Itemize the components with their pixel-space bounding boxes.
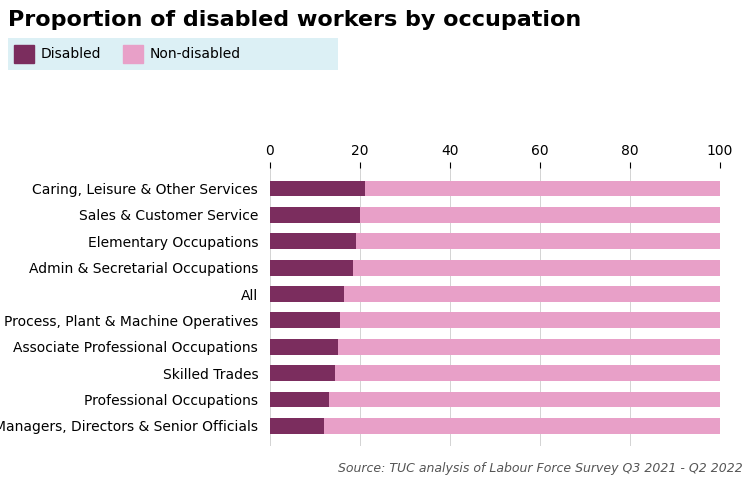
Bar [270,207,360,223]
Bar [335,365,720,381]
Bar [270,260,353,276]
Bar [344,286,720,302]
Bar [338,339,720,355]
Bar [340,312,720,328]
Bar [14,45,34,63]
Bar [328,392,720,408]
Bar [123,45,142,63]
Bar [270,233,356,249]
Bar [360,207,720,223]
Text: Proportion of disabled workers by occupation: Proportion of disabled workers by occupa… [8,10,580,30]
Bar [270,312,340,328]
Text: Disabled: Disabled [40,47,101,61]
Bar [270,392,328,408]
Bar [270,365,335,381]
Bar [364,180,720,196]
Text: Source: TUC analysis of Labour Force Survey Q3 2021 - Q2 2022: Source: TUC analysis of Labour Force Sur… [338,462,742,475]
Bar [270,339,338,355]
Bar [270,418,324,434]
Bar [270,180,364,196]
Bar [324,418,720,434]
Bar [270,286,344,302]
Bar [353,260,720,276]
Bar [356,233,720,249]
Text: Non-disabled: Non-disabled [149,47,241,61]
